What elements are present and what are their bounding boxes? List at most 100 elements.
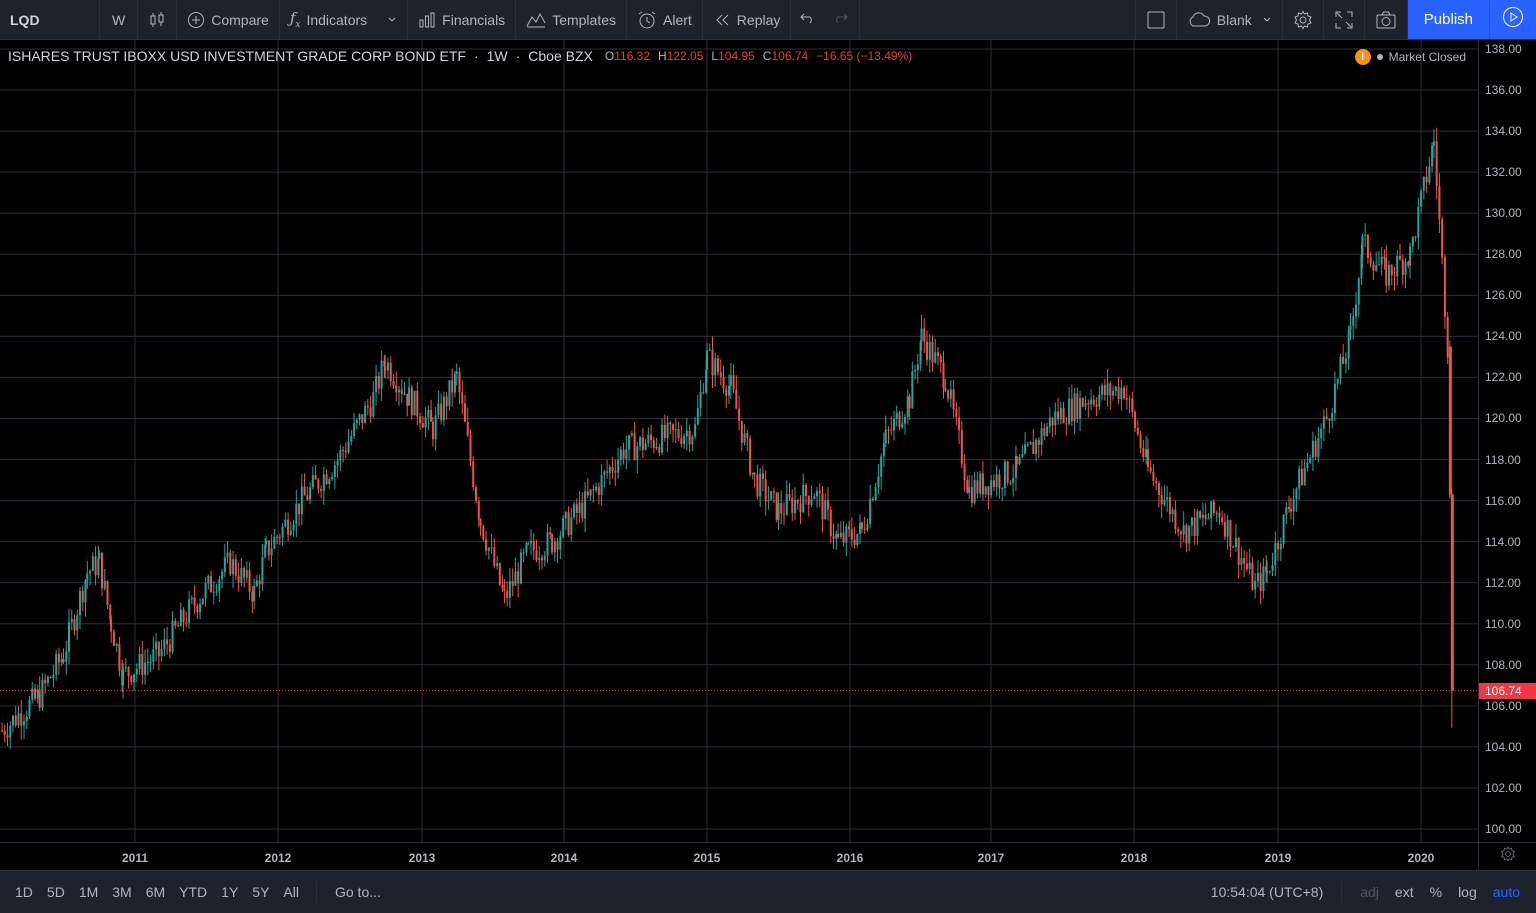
candlestick-chart[interactable] xyxy=(0,40,1478,842)
candle-body xyxy=(498,563,501,585)
candle xyxy=(586,478,589,499)
candle-body xyxy=(696,408,699,425)
time-axis[interactable]: 2011 2012 2013 2014 2015 2016 2017 2018 2019 2020 xyxy=(0,842,1478,870)
candle-body xyxy=(796,499,799,504)
candle-body xyxy=(1245,563,1248,570)
chart-pane[interactable]: ISHARES TRUST IBOXX USD INVESTMENT GRADE… xyxy=(0,40,1478,842)
price-axis-label: 130.00 xyxy=(1485,206,1522,221)
candle-body xyxy=(223,557,226,572)
candle xyxy=(810,485,813,507)
candle xyxy=(658,443,661,457)
candle xyxy=(958,406,961,445)
candle-body xyxy=(753,472,756,475)
adj-toggle[interactable]: adj xyxy=(1360,884,1379,900)
candle xyxy=(619,446,622,467)
financials-button[interactable]: Financials xyxy=(408,0,517,39)
candle-body xyxy=(1160,494,1163,505)
percent-toggle[interactable]: % xyxy=(1429,884,1443,900)
candle xyxy=(636,441,639,474)
templates-button[interactable]: Templates xyxy=(516,0,627,39)
candle-body xyxy=(525,543,528,553)
candle xyxy=(1196,508,1199,545)
candle-body xyxy=(320,488,323,492)
candle xyxy=(325,469,328,486)
candle-body xyxy=(901,423,904,428)
range-button[interactable]: YTD xyxy=(179,884,208,900)
log-toggle[interactable]: log xyxy=(1458,884,1477,900)
range-button[interactable]: All xyxy=(283,884,299,900)
candle xyxy=(1021,444,1024,459)
indicators-button[interactable]: ƒx Indicators xyxy=(280,0,409,39)
candle xyxy=(772,487,775,504)
play-button[interactable] xyxy=(1490,0,1536,39)
candle xyxy=(719,359,722,386)
replay-button[interactable]: Replay xyxy=(703,0,792,39)
candle-body xyxy=(149,661,152,663)
candle xyxy=(1336,378,1339,390)
range-button[interactable]: 1M xyxy=(78,884,99,900)
candle-body xyxy=(1215,512,1218,514)
price-axis[interactable]: 106.74 100.00 102.00 104.00 106.00 108.00 110… xyxy=(1478,40,1536,842)
candle xyxy=(527,541,530,546)
ext-toggle[interactable]: ext xyxy=(1394,884,1414,900)
candle-body xyxy=(207,575,210,584)
candle-body xyxy=(477,500,480,520)
chart-type-button[interactable] xyxy=(138,0,178,39)
candle-body xyxy=(1292,498,1295,512)
range-button[interactable]: 3M xyxy=(112,884,132,900)
range-button[interactable]: 6M xyxy=(145,884,166,900)
templates-label: Templates xyxy=(552,11,616,28)
range-button[interactable]: 1Y xyxy=(221,884,239,900)
candle xyxy=(1079,390,1082,432)
symbol-search[interactable]: LQD xyxy=(0,0,100,39)
redo-button[interactable] xyxy=(825,0,861,39)
candle-body xyxy=(1018,456,1021,465)
auto-toggle[interactable]: auto xyxy=(1492,884,1520,900)
interval-button[interactable]: W xyxy=(100,0,139,39)
settings-button[interactable] xyxy=(1283,0,1324,39)
goto-button[interactable]: Go to... xyxy=(334,884,381,900)
range-button[interactable]: 5D xyxy=(46,884,65,900)
range-button[interactable]: 1D xyxy=(15,884,33,900)
range-button[interactable]: 5Y xyxy=(252,884,270,900)
publish-button[interactable]: Publish xyxy=(1407,0,1490,39)
layout-select-button[interactable] xyxy=(1134,0,1177,39)
candle xyxy=(182,607,185,632)
candles-icon xyxy=(148,11,166,29)
candle-body xyxy=(424,417,427,428)
candle xyxy=(728,374,730,404)
candle xyxy=(595,482,598,493)
candle xyxy=(714,352,717,387)
candle xyxy=(251,586,254,614)
candle-body xyxy=(155,642,158,650)
candle-body xyxy=(482,525,485,540)
compare-button[interactable]: Compare xyxy=(177,0,280,39)
candle xyxy=(738,395,741,431)
snapshot-button[interactable] xyxy=(1365,0,1408,39)
candle-body xyxy=(756,474,759,497)
candle xyxy=(850,517,853,547)
candle-body xyxy=(322,474,325,492)
axis-settings-button[interactable] xyxy=(1478,842,1536,870)
candle-body xyxy=(46,676,49,684)
fullscreen-button[interactable] xyxy=(1324,0,1365,39)
undo-button[interactable] xyxy=(791,0,825,39)
candle-body xyxy=(711,349,714,376)
candle-body xyxy=(608,467,611,473)
candle-body xyxy=(911,371,914,409)
alert-button[interactable]: Alert xyxy=(627,0,703,39)
candle xyxy=(1185,523,1188,553)
candle-body xyxy=(295,503,298,525)
candle-body xyxy=(1435,141,1438,187)
market-status[interactable]: ! Market Closed xyxy=(1354,49,1466,65)
candle xyxy=(1396,249,1399,286)
candle xyxy=(725,384,728,409)
status-dot-icon xyxy=(1376,54,1383,60)
candle xyxy=(384,354,387,379)
time-axis-label: 2017 xyxy=(977,851,1005,865)
candle xyxy=(1157,481,1160,508)
candle-body xyxy=(73,618,76,631)
candle-body xyxy=(177,625,180,627)
candle-body xyxy=(1425,176,1428,183)
save-layout-button[interactable]: Blank xyxy=(1177,0,1283,39)
